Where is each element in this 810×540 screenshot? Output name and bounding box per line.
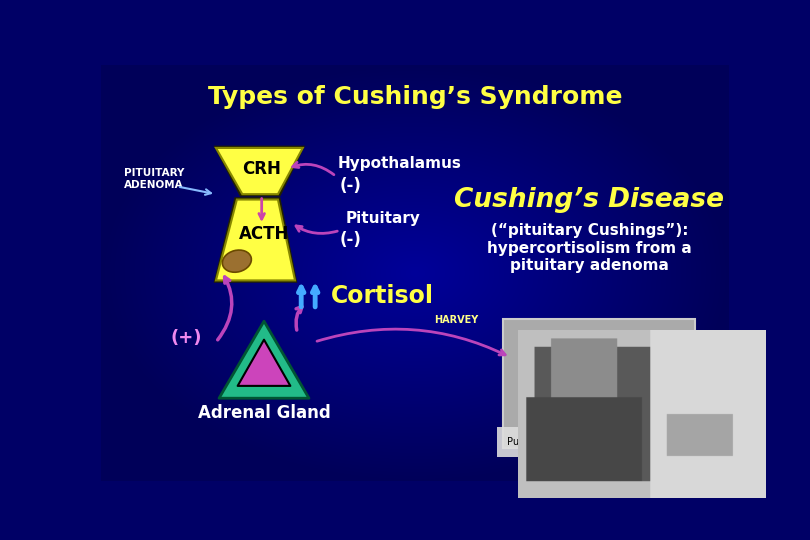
Text: (“pituitary Cushings”):: (“pituitary Cushings”): <box>491 223 688 238</box>
Text: HARVEY: HARVEY <box>434 315 479 326</box>
Text: (-): (-) <box>340 231 362 249</box>
Polygon shape <box>214 197 297 283</box>
Ellipse shape <box>223 250 251 272</box>
Text: ACTH: ACTH <box>239 225 289 243</box>
Polygon shape <box>237 340 290 386</box>
Text: Public Domain: Public Domain <box>506 437 577 447</box>
Text: Pituitary: Pituitary <box>345 211 420 226</box>
Text: CRH: CRH <box>242 160 281 178</box>
Text: PITUITARY
ADENOMA: PITUITARY ADENOMA <box>124 168 184 190</box>
Text: hypercortisolism from a: hypercortisolism from a <box>487 240 692 255</box>
Text: Cortisol: Cortisol <box>330 284 433 308</box>
Polygon shape <box>219 321 309 398</box>
FancyBboxPatch shape <box>503 319 695 448</box>
Text: Hypothalamus: Hypothalamus <box>338 156 462 171</box>
Polygon shape <box>214 146 305 197</box>
Text: (-): (-) <box>340 177 362 195</box>
Text: Cushing’s Disease: Cushing’s Disease <box>454 186 724 213</box>
Text: Adrenal Gland: Adrenal Gland <box>198 404 330 422</box>
Text: (+): (+) <box>171 329 202 347</box>
Text: Types of Cushing’s Syndrome: Types of Cushing’s Syndrome <box>208 85 622 109</box>
Polygon shape <box>216 200 295 280</box>
Text: pituitary adenoma: pituitary adenoma <box>510 258 669 273</box>
Polygon shape <box>216 148 303 194</box>
